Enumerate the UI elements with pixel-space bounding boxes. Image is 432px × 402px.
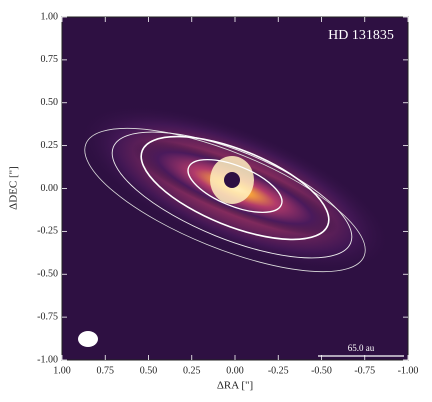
x-tick-label: 0.00 [226, 365, 244, 376]
contour [111, 131, 353, 259]
y-tick-label: 0.50 [41, 97, 59, 108]
x-tick-label: -0.50 [311, 365, 332, 376]
y-tick-label: 0.25 [41, 140, 59, 151]
x-tick-label: 0.50 [140, 365, 158, 376]
scale-bar-label: 65.0 au [348, 343, 375, 353]
image [62, 17, 408, 360]
contour [187, 158, 283, 214]
contour [84, 127, 366, 273]
x-tick-label: -0.25 [268, 365, 289, 376]
contour [140, 135, 330, 241]
y-tick-label: 0.00 [41, 183, 59, 194]
x-tick-label: 0.75 [97, 365, 115, 376]
beam [78, 331, 98, 347]
x-tick-label: -0.75 [354, 365, 375, 376]
y-tick-label: -0.75 [37, 311, 58, 322]
y-tick-label: -0.25 [37, 226, 58, 237]
y-tick-label: 0.75 [41, 54, 59, 65]
x-tick-label: 1.00 [53, 365, 71, 376]
x-tick-label: -1.00 [398, 365, 419, 376]
annotation: HD 131835 [328, 28, 394, 43]
core-mask [224, 172, 240, 188]
y-tick-label: 1.00 [41, 11, 59, 22]
y-tick-label: -1.00 [37, 354, 58, 365]
x-axis-label: ΔRA ["] [217, 380, 253, 392]
y-tick-label: -0.50 [37, 269, 58, 280]
y-axis-label: ΔDEC ["] [8, 166, 20, 210]
x-tick-label: 0.25 [183, 365, 201, 376]
